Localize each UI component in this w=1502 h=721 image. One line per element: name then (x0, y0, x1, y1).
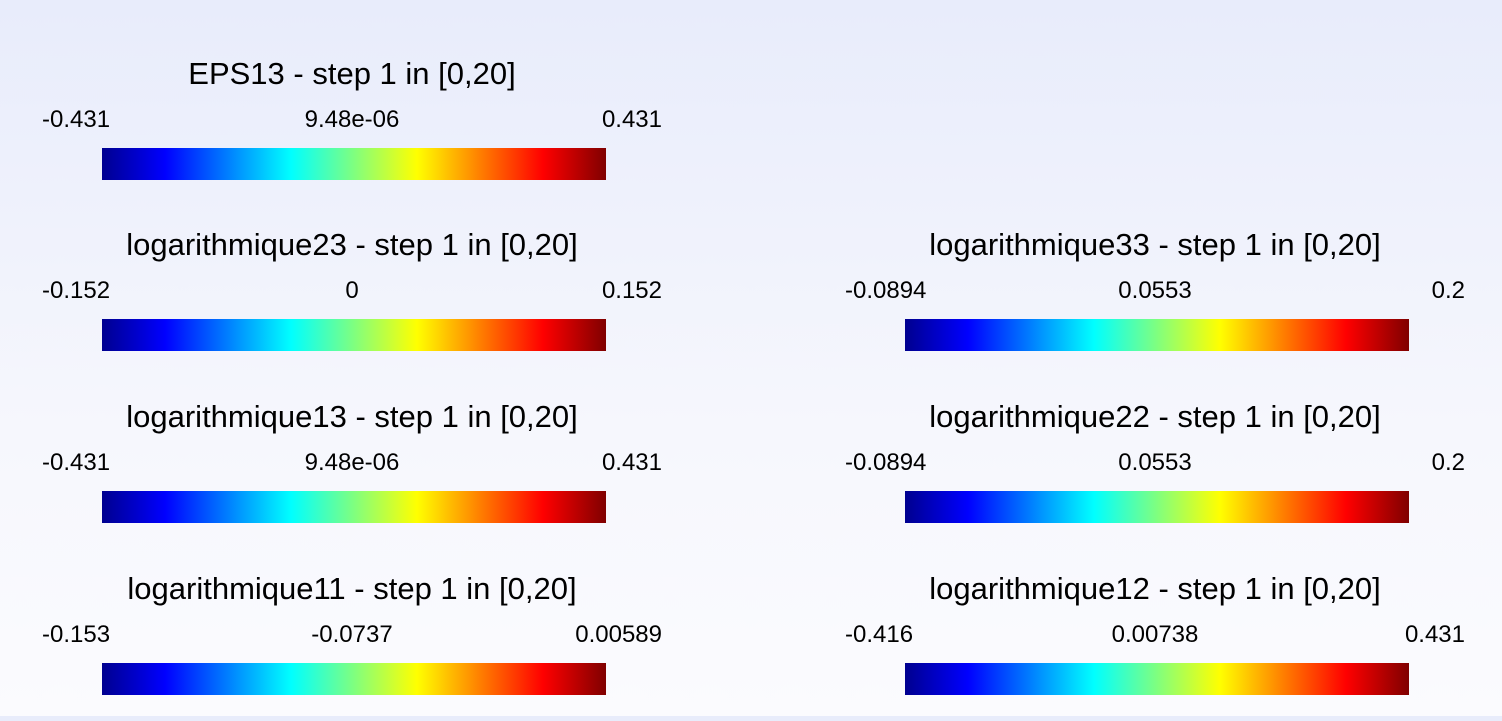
legend-logarithmique23: logarithmique23 - step 1 in [0,20] -0.15… (42, 227, 662, 377)
legend-title: logarithmique23 - step 1 in [0,20] (126, 227, 578, 262)
legend-min-label: -0.0894 (845, 277, 927, 304)
legend-min-label: -0.431 (42, 106, 111, 133)
legend-max-label: 0.152 (601, 277, 662, 304)
legend-title: logarithmique11 - step 1 in [0,20] (127, 571, 577, 606)
legend-mid-label: 9.48e-06 (304, 106, 400, 133)
legend-title: EPS13 - step 1 in [0,20] (188, 56, 516, 91)
legend-eps13: EPS13 - step 1 in [0,20] -0.431 9.48e-06… (42, 56, 662, 206)
colorbar (102, 148, 606, 180)
legend-min-label: -0.416 (845, 621, 914, 648)
legend-mid-label: 9.48e-06 (304, 449, 400, 476)
legend-min-label: -0.153 (42, 621, 111, 648)
legend-min-label: -0.431 (42, 449, 111, 476)
legend-logarithmique22: logarithmique22 - step 1 in [0,20] -0.08… (845, 399, 1465, 549)
colorbar (905, 663, 1409, 695)
legend-max-label: 0.431 (1404, 621, 1465, 648)
legend-max-label: 0.2 (1431, 449, 1465, 476)
legend-logarithmique12: logarithmique12 - step 1 in [0,20] -0.41… (845, 571, 1465, 721)
legend-mid-label: -0.0737 (311, 621, 393, 648)
legend-min-label: -0.0894 (845, 449, 927, 476)
legend-title: logarithmique33 - step 1 in [0,20] (929, 227, 1381, 262)
legend-title: logarithmique12 - step 1 in [0,20] (929, 571, 1381, 606)
colorbar (102, 663, 606, 695)
legend-logarithmique11: logarithmique11 - step 1 in [0,20] -0.15… (42, 571, 662, 721)
legend-mid-label: 0.0553 (1118, 449, 1192, 476)
legend-min-label: -0.152 (42, 277, 111, 304)
colorbar (102, 319, 606, 351)
colorbar (102, 491, 606, 523)
colorbar (905, 491, 1409, 523)
legend-title: logarithmique13 - step 1 in [0,20] (126, 399, 578, 434)
legend-mid-label: 0 (345, 277, 359, 304)
legend-max-label: 0.2 (1431, 277, 1465, 304)
legend-mid-label: 0.0553 (1118, 277, 1192, 304)
legend-mid-label: 0.00738 (1111, 621, 1199, 648)
legend-logarithmique13: logarithmique13 - step 1 in [0,20] -0.43… (42, 399, 662, 549)
legend-logarithmique33: logarithmique33 - step 1 in [0,20] -0.08… (845, 227, 1465, 377)
legend-max-label: 0.00589 (575, 621, 662, 648)
colorbar (905, 319, 1409, 351)
legend-max-label: 0.431 (601, 449, 662, 476)
legend-max-label: 0.431 (601, 106, 662, 133)
legend-title: logarithmique22 - step 1 in [0,20] (929, 399, 1381, 434)
